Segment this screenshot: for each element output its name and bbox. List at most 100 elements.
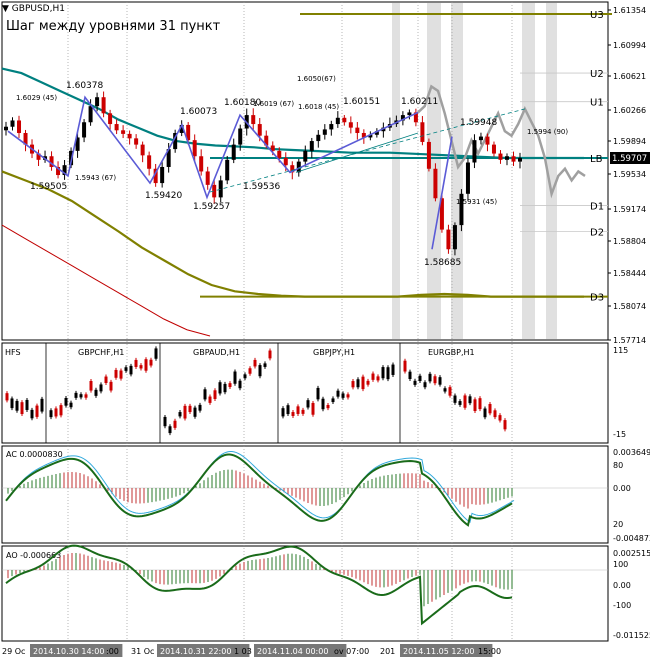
candle-body xyxy=(127,133,132,139)
candle-body xyxy=(10,120,15,127)
pair-candle-body xyxy=(356,379,360,388)
candle-body xyxy=(199,156,204,172)
pair-candle-body xyxy=(361,376,365,390)
pair-candle-body xyxy=(423,382,427,388)
candle-body xyxy=(218,180,223,198)
pair-candle-body xyxy=(438,377,442,385)
pair-candle-body xyxy=(64,397,68,406)
price-label-low: 1.58685 xyxy=(424,258,461,268)
candle-body xyxy=(270,145,275,151)
pair-candle-body xyxy=(453,395,457,403)
candle-body xyxy=(374,131,379,135)
candle-body xyxy=(212,184,217,198)
pair-candle-body xyxy=(203,389,207,400)
candle-body xyxy=(186,124,191,141)
pair-candle-body xyxy=(418,375,422,382)
candle-body xyxy=(88,106,93,123)
price-scale-tick: 1.58804 xyxy=(613,237,646,246)
pair-candle-body xyxy=(386,367,390,380)
candle-body xyxy=(36,153,41,160)
candle-body xyxy=(472,140,477,163)
candle-body xyxy=(452,225,457,250)
price-label-low: 1.59536 xyxy=(243,182,280,192)
time-zone-band xyxy=(522,3,535,339)
pair-candle-body xyxy=(99,384,103,392)
price-label-small: 1.5943 (67) xyxy=(75,174,116,182)
candle-body xyxy=(290,165,295,173)
price-scale-tick: 1.59894 xyxy=(613,137,646,146)
time-axis-label-highlighted: 2014.10.30 14:00 xyxy=(33,647,104,656)
pair-candle-body xyxy=(10,398,14,409)
price-label-small: 1.5994 (90) xyxy=(527,128,568,136)
pair-candle-body xyxy=(74,392,78,398)
pair-candle-body xyxy=(381,367,385,379)
candle-body xyxy=(238,128,243,145)
pair-candle-body xyxy=(468,396,472,404)
pair-candle-body xyxy=(139,365,143,369)
pair-candle-body xyxy=(223,383,227,393)
pair-candle-body xyxy=(25,399,29,410)
candle-body xyxy=(153,168,158,184)
candle-body xyxy=(140,144,145,156)
price-label-high: 1.60180 xyxy=(224,98,261,108)
pair-candle-body xyxy=(311,402,315,415)
candle-body xyxy=(147,155,152,169)
ao-scale-tick: 0.00 xyxy=(613,581,631,590)
level-label-d2: D2 xyxy=(590,227,604,238)
ma-red-line xyxy=(1,224,211,337)
pair-candle-body xyxy=(473,399,477,412)
candle-body xyxy=(485,136,490,145)
pair-candle-body xyxy=(248,368,252,374)
pair-candle-body xyxy=(331,398,335,403)
candle-body xyxy=(264,135,269,146)
candle-body xyxy=(465,162,470,194)
pair-candle-body xyxy=(183,405,187,419)
pair-candle-body xyxy=(413,380,417,385)
pair-candle-body xyxy=(428,373,432,382)
pair-candle-body xyxy=(488,404,492,414)
pair-candle-body xyxy=(458,401,462,405)
candle-body xyxy=(322,129,327,135)
candle-body xyxy=(309,141,314,151)
pair-title: GBPCHF,H1 xyxy=(78,348,124,357)
panel-frame-3 xyxy=(1,445,609,544)
pair-candle-body xyxy=(376,376,380,381)
price-label-small: 1.6018 (45) xyxy=(298,103,339,111)
pair-candle-body xyxy=(218,382,222,394)
pair-candle-body xyxy=(346,394,350,398)
collapse-triangle-icon[interactable]: ▼ xyxy=(2,4,9,14)
pair-title: GBPAUD,H1 xyxy=(193,348,240,357)
candle-body xyxy=(173,132,178,150)
pair-candle-body xyxy=(193,407,197,417)
pair-candle-body xyxy=(238,380,242,389)
candle-body xyxy=(342,117,347,123)
ac-signal-line xyxy=(7,451,515,524)
pair-candle-body xyxy=(341,393,345,398)
ao-main-line xyxy=(5,544,513,626)
price-label-small: 1.6050(67) xyxy=(297,75,336,83)
candle-body xyxy=(108,113,113,125)
pair-candle-body xyxy=(326,404,330,409)
level-label-u3: U3 xyxy=(590,10,604,21)
pair-candle-body xyxy=(114,369,118,378)
pair-candle-body xyxy=(253,359,257,367)
candle-body xyxy=(160,166,165,184)
chart-symbol-header: ▼ GBPUSD,H1 xyxy=(2,4,65,14)
price-scale-tick: 1.60994 xyxy=(613,41,646,50)
levels-step-note: Шаг между уровнями 31 пункт xyxy=(6,19,221,34)
current-price-marker xyxy=(610,152,650,164)
candle-body xyxy=(4,126,8,131)
price-scale-tick: 1.60621 xyxy=(613,72,646,81)
candle-body xyxy=(114,124,119,131)
pair-candle-body xyxy=(20,402,24,415)
time-zone-band xyxy=(451,3,463,339)
candle-body xyxy=(433,168,438,199)
candle-body xyxy=(95,97,100,107)
candle-body xyxy=(225,159,230,181)
candle-body xyxy=(426,141,431,169)
time-axis-label: 31 Oc xyxy=(131,647,154,656)
candle-body xyxy=(49,156,54,167)
level-label-u2: U2 xyxy=(590,69,604,80)
